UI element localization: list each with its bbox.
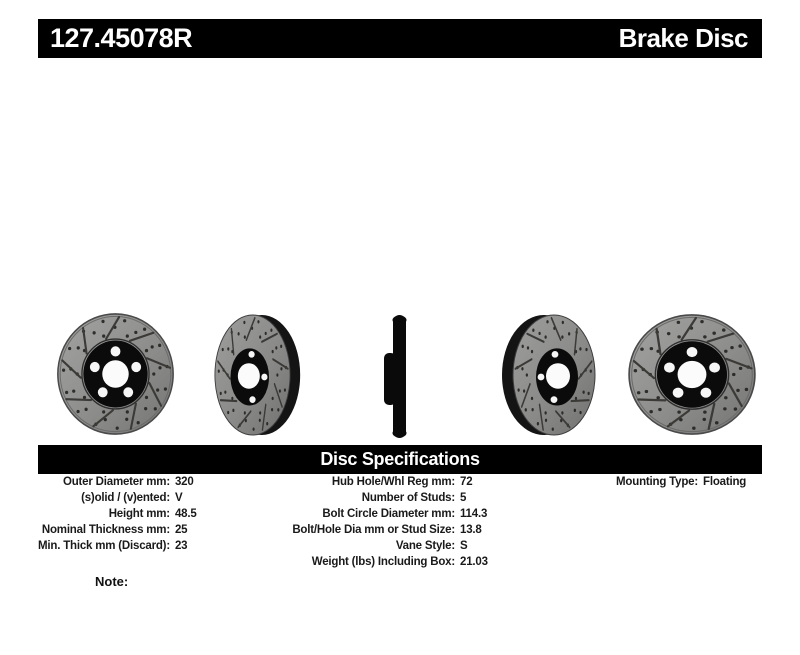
spec-label: Height mm: — [108, 508, 170, 520]
brake-disc-front-view-image — [55, 311, 176, 437]
spec-row: Bolt/Hole Dia mm or Stud Size: 13.8 — [250, 524, 488, 536]
spec-label: (s)olid / (v)ented: — [81, 492, 170, 504]
spec-value: 72 — [460, 476, 473, 488]
spec-row: (s)olid / (v)ented: V — [38, 492, 197, 504]
part-number: 127.45078R — [50, 23, 193, 53]
spec-value: 114.3 — [460, 508, 488, 520]
brake-disc-edge-profile-image — [383, 314, 410, 439]
spec-table: Outer Diameter mm: 320 (s)olid / (v)ente… — [0, 474, 800, 574]
spec-value: 13.8 — [460, 524, 482, 536]
spec-row: Vane Style: S — [250, 540, 488, 552]
spec-value: Floating — [703, 476, 747, 488]
spec-row: Weight (lbs) Including Box: 21.03 — [250, 556, 488, 568]
header-bar: 127.45078R Brake Disc — [38, 19, 762, 58]
spec-label: Mounting Type: — [616, 476, 698, 488]
spec-label: Min. Thick mm (Discard): — [38, 540, 170, 552]
spec-label: Number of Studs: — [361, 492, 455, 504]
spec-label: Weight (lbs) Including Box: — [311, 556, 455, 568]
spec-column-dimensions: Outer Diameter mm: 320 (s)olid / (v)ente… — [38, 474, 197, 554]
brake-disc-angled-view-image — [500, 312, 596, 438]
spec-row: Mounting Type: Floating — [540, 476, 746, 488]
spec-column-mounting: Mounting Type: Floating — [540, 474, 746, 490]
spec-value: 25 — [174, 524, 188, 536]
spec-value: 23 — [174, 540, 188, 552]
spec-column-hub-studs: Hub Hole/Whl Reg mm: 72 Number of Studs:… — [250, 474, 488, 570]
spec-row: Number of Studs: 5 — [250, 492, 488, 504]
spec-value: 48.5 — [174, 508, 197, 520]
spec-row: Nominal Thickness mm: 25 — [38, 524, 197, 536]
brake-disc-front-view-image — [626, 312, 758, 437]
spec-section-header-bar: Disc Specifications — [38, 445, 762, 474]
note-label: Note: — [95, 574, 129, 589]
spec-label: Hub Hole/Whl Reg mm: — [331, 476, 455, 488]
spec-label: Bolt/Hole Dia mm or Stud Size: — [292, 524, 455, 536]
spec-section-title: Disc Specifications — [320, 449, 480, 469]
spec-row: Min. Thick mm (Discard): 23 — [38, 540, 197, 552]
spec-value: S — [460, 540, 468, 552]
spec-value: 21.03 — [460, 556, 488, 568]
spec-label: Bolt Circle Diameter mm: — [322, 508, 455, 520]
spec-row: Outer Diameter mm: 320 — [38, 476, 197, 488]
spec-value: 5 — [460, 492, 467, 504]
spec-label: Vane Style: — [395, 540, 455, 552]
product-type-title: Brake Disc — [618, 23, 749, 53]
spec-row: Height mm: 48.5 — [38, 508, 197, 520]
spec-row: Bolt Circle Diameter mm: 114.3 — [250, 508, 488, 520]
spec-row: Hub Hole/Whl Reg mm: 72 — [250, 476, 488, 488]
spec-label: Nominal Thickness mm: — [41, 524, 170, 536]
spec-value: V — [174, 492, 183, 504]
spec-label: Outer Diameter mm: — [62, 476, 170, 488]
brake-disc-angled-view-image — [214, 312, 302, 438]
spec-value: 320 — [174, 476, 194, 488]
